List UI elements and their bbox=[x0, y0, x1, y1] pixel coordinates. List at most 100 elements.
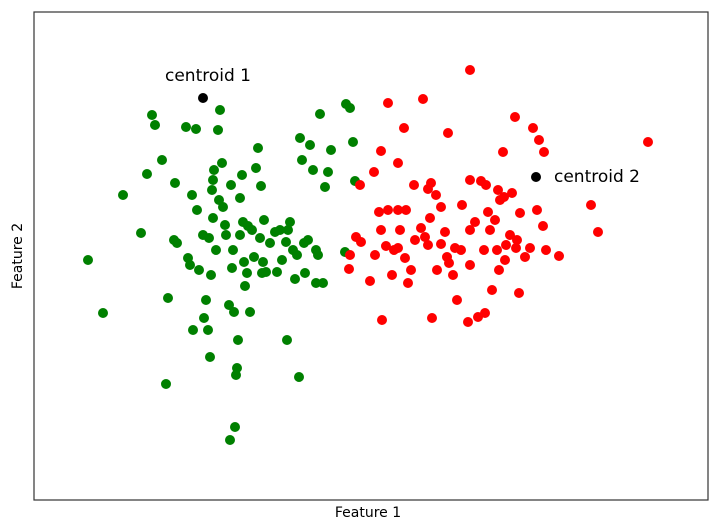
point bbox=[470, 217, 480, 227]
point bbox=[481, 180, 491, 190]
point bbox=[282, 335, 292, 345]
point bbox=[465, 260, 475, 270]
point bbox=[401, 205, 411, 215]
point bbox=[427, 313, 437, 323]
point bbox=[465, 65, 475, 75]
point bbox=[351, 232, 361, 242]
point bbox=[305, 140, 315, 150]
point bbox=[181, 122, 191, 132]
point bbox=[242, 268, 252, 278]
point bbox=[256, 181, 266, 191]
point bbox=[511, 243, 521, 253]
point bbox=[369, 167, 379, 177]
point bbox=[203, 325, 213, 335]
point bbox=[185, 260, 195, 270]
point bbox=[465, 175, 475, 185]
point bbox=[586, 200, 596, 210]
point bbox=[345, 250, 355, 260]
point bbox=[217, 158, 227, 168]
point bbox=[233, 335, 243, 345]
point bbox=[538, 221, 548, 231]
point bbox=[191, 124, 201, 134]
point bbox=[237, 170, 247, 180]
point bbox=[294, 372, 304, 382]
point bbox=[539, 147, 549, 157]
point bbox=[406, 265, 416, 275]
point bbox=[220, 220, 230, 230]
point bbox=[98, 308, 108, 318]
point bbox=[480, 308, 490, 318]
point bbox=[487, 285, 497, 295]
point bbox=[249, 252, 259, 262]
point bbox=[255, 233, 265, 243]
point bbox=[370, 250, 380, 260]
point bbox=[457, 200, 467, 210]
y-axis-label: Feature 2 bbox=[10, 223, 26, 289]
point bbox=[554, 251, 564, 261]
point bbox=[157, 155, 167, 165]
point bbox=[443, 128, 453, 138]
point bbox=[393, 158, 403, 168]
point bbox=[510, 112, 520, 122]
point bbox=[277, 255, 287, 265]
point bbox=[227, 263, 237, 273]
point bbox=[520, 252, 530, 262]
point bbox=[348, 137, 358, 147]
point bbox=[300, 268, 310, 278]
point bbox=[201, 295, 211, 305]
point bbox=[245, 307, 255, 317]
point bbox=[326, 145, 336, 155]
point bbox=[374, 207, 384, 217]
point bbox=[147, 110, 157, 120]
point bbox=[283, 225, 293, 235]
point bbox=[318, 278, 328, 288]
point bbox=[355, 180, 365, 190]
point bbox=[436, 239, 446, 249]
point bbox=[211, 245, 221, 255]
point bbox=[208, 213, 218, 223]
point bbox=[161, 379, 171, 389]
point bbox=[163, 293, 173, 303]
point bbox=[479, 245, 489, 255]
point bbox=[221, 230, 231, 240]
point bbox=[465, 225, 475, 235]
point bbox=[118, 190, 128, 200]
point bbox=[423, 240, 433, 250]
point bbox=[420, 232, 430, 242]
point bbox=[272, 267, 282, 277]
point bbox=[532, 205, 542, 215]
annotation: centroid 2 bbox=[554, 167, 640, 187]
point bbox=[232, 363, 242, 373]
point bbox=[416, 223, 426, 233]
point bbox=[285, 217, 295, 227]
point bbox=[485, 225, 495, 235]
point bbox=[150, 120, 160, 130]
point bbox=[531, 172, 541, 182]
point bbox=[383, 98, 393, 108]
point bbox=[399, 123, 409, 133]
point bbox=[142, 169, 152, 179]
point bbox=[525, 243, 535, 253]
point bbox=[323, 167, 333, 177]
point bbox=[308, 165, 318, 175]
point bbox=[383, 205, 393, 215]
point bbox=[281, 237, 291, 247]
point bbox=[505, 230, 515, 240]
point bbox=[512, 235, 522, 245]
point bbox=[204, 233, 214, 243]
point bbox=[483, 207, 493, 217]
point bbox=[194, 265, 204, 275]
point bbox=[199, 313, 209, 323]
point bbox=[410, 235, 420, 245]
point bbox=[493, 185, 503, 195]
point bbox=[292, 250, 302, 260]
point bbox=[593, 227, 603, 237]
point bbox=[225, 435, 235, 445]
point bbox=[492, 245, 502, 255]
point bbox=[376, 146, 386, 156]
point bbox=[409, 180, 419, 190]
point bbox=[498, 147, 508, 157]
point bbox=[170, 178, 180, 188]
